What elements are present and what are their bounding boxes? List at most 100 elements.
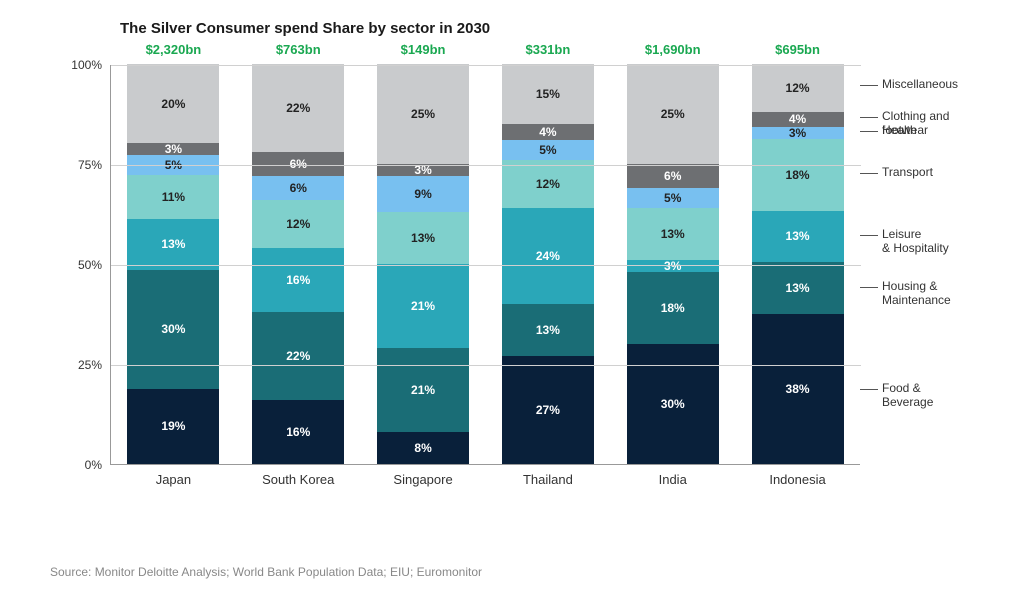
segment-value-label: 13% <box>411 232 435 244</box>
bar-segment-clothing: 3% <box>127 143 219 155</box>
y-tick-label: 100% <box>71 58 102 72</box>
segment-value-label: 18% <box>661 302 685 314</box>
bar-slot: $331bn27%13%24%12%5%4%15%Thailand <box>493 64 603 464</box>
segment-value-label: 9% <box>414 188 431 200</box>
total-label: $1,690bn <box>645 42 701 57</box>
bar-slot: $149bn8%21%21%13%9%3%25%Singapore <box>368 64 478 464</box>
legend-item-housing: Housing &Maintenance <box>882 280 951 308</box>
segment-value-label: 22% <box>286 102 310 114</box>
bar-slot: $2,320bn19%30%13%11%5%3%20%Japan <box>118 64 228 464</box>
bar-segment-food: 16% <box>252 400 344 464</box>
segment-value-label: 30% <box>661 398 685 410</box>
bar-segment-leisure: 24% <box>502 208 594 304</box>
gridline <box>111 65 861 66</box>
legend-leader-line <box>860 389 878 390</box>
bar-slot: $695bn38%13%13%18%3%4%12%Indonesia <box>743 64 853 464</box>
bar-segment-housing: 13% <box>502 304 594 356</box>
bar-segment-health: 6% <box>252 176 344 200</box>
segment-value-label: 27% <box>536 404 560 416</box>
bar-segment-transport: 12% <box>252 200 344 248</box>
x-axis-label: Singapore <box>393 472 452 487</box>
bar-segment-transport: 11% <box>127 175 219 219</box>
bar-segment-housing: 30% <box>127 270 219 389</box>
legend-item-transport: Transport <box>882 166 933 180</box>
y-axis: 0%25%50%75%100% <box>60 65 110 465</box>
legend-leader-line <box>860 235 878 236</box>
legend-leader-line <box>860 85 878 86</box>
source-note: Source: Monitor Deloitte Analysis; World… <box>50 565 482 579</box>
segment-value-label: 6% <box>664 170 681 182</box>
x-axis-label: India <box>659 472 687 487</box>
legend-leader-line <box>860 173 878 174</box>
segment-value-label: 21% <box>411 300 435 312</box>
bar-segment-health: 3% <box>752 127 844 139</box>
y-tick-label: 75% <box>78 158 102 172</box>
y-tick-label: 25% <box>78 358 102 372</box>
segment-value-label: 12% <box>786 82 810 94</box>
segment-value-label: 12% <box>286 218 310 230</box>
bar-segment-misc: 15% <box>502 64 594 124</box>
x-axis-label: Japan <box>156 472 191 487</box>
bar-segment-housing: 18% <box>627 272 719 344</box>
plot-area: $2,320bn19%30%13%11%5%3%20%Japan$763bn16… <box>110 65 860 465</box>
total-label: $331bn <box>525 42 570 57</box>
total-label: $149bn <box>401 42 446 57</box>
gridline <box>111 365 861 366</box>
bar-segment-clothing: 4% <box>752 112 844 128</box>
segment-value-label: 5% <box>664 192 681 204</box>
bar-segment-food: 30% <box>627 344 719 464</box>
segment-value-label: 11% <box>162 191 185 203</box>
bar-segment-health: 5% <box>627 188 719 208</box>
bar-segment-clothing: 6% <box>627 164 719 188</box>
segment-value-label: 4% <box>789 113 806 125</box>
legend-leader-line <box>860 131 878 132</box>
legend-item-misc: Miscellaneous <box>882 78 958 92</box>
gridline <box>111 165 861 166</box>
bar-segment-housing: 21% <box>377 348 469 432</box>
segment-value-label: 21% <box>411 384 435 396</box>
legend-item-leisure: Leisure& Hospitality <box>882 228 949 256</box>
segment-value-label: 38% <box>786 383 810 395</box>
bar-segment-food: 8% <box>377 432 469 464</box>
stacked-bar: 16%22%16%12%6%6%22% <box>252 64 344 464</box>
x-axis-label: Indonesia <box>769 472 825 487</box>
segment-value-label: 13% <box>786 230 810 242</box>
gridline <box>111 265 861 266</box>
segment-value-label: 19% <box>161 420 185 432</box>
segment-value-label: 6% <box>290 158 307 170</box>
chart-frame: 0%25%50%75%100% $2,320bn19%30%13%11%5%3%… <box>110 65 990 505</box>
bar-segment-leisure: 21% <box>377 264 469 348</box>
bar-segment-leisure: 13% <box>752 211 844 262</box>
x-axis-label: Thailand <box>523 472 573 487</box>
segment-value-label: 6% <box>290 182 307 194</box>
stacked-bar: 38%13%13%18%3%4%12% <box>752 64 844 464</box>
segment-value-label: 13% <box>161 238 185 250</box>
bar-segment-food: 38% <box>752 314 844 464</box>
bar-segment-food: 19% <box>127 389 219 464</box>
bar-segment-misc: 22% <box>252 64 344 152</box>
bar-segment-housing: 22% <box>252 312 344 400</box>
stacked-bar: 19%30%13%11%5%3%20% <box>127 64 219 464</box>
bar-segment-misc: 12% <box>752 64 844 112</box>
total-label: $763bn <box>276 42 321 57</box>
bar-segment-housing: 13% <box>752 262 844 313</box>
bar-segment-leisure: 13% <box>127 219 219 270</box>
segment-value-label: 3% <box>789 127 806 139</box>
segment-value-label: 13% <box>661 228 685 240</box>
legend-item-food: Food &Beverage <box>882 382 933 410</box>
bar-segment-misc: 25% <box>377 64 469 164</box>
bar-segment-transport: 12% <box>502 160 594 208</box>
bar-segment-leisure: 3% <box>627 260 719 272</box>
segment-value-label: 5% <box>539 144 556 156</box>
segment-value-label: 4% <box>539 126 556 138</box>
bar-segment-transport: 13% <box>627 208 719 260</box>
bar-slot: $1,690bn30%18%3%13%5%6%25%India <box>618 64 728 464</box>
x-axis-label: South Korea <box>262 472 334 487</box>
segment-value-label: 20% <box>161 98 185 110</box>
segment-value-label: 16% <box>286 274 310 286</box>
segment-value-label: 8% <box>414 442 431 454</box>
legend-leader-line <box>860 287 878 288</box>
legend: MiscellaneousClothing andfootwearHealthT… <box>870 65 1000 465</box>
stacked-bar: 30%18%3%13%5%6%25% <box>627 64 719 464</box>
y-tick-label: 0% <box>85 458 102 472</box>
